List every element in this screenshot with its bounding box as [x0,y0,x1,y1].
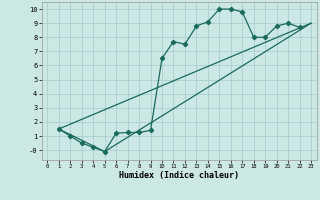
X-axis label: Humidex (Indice chaleur): Humidex (Indice chaleur) [119,171,239,180]
